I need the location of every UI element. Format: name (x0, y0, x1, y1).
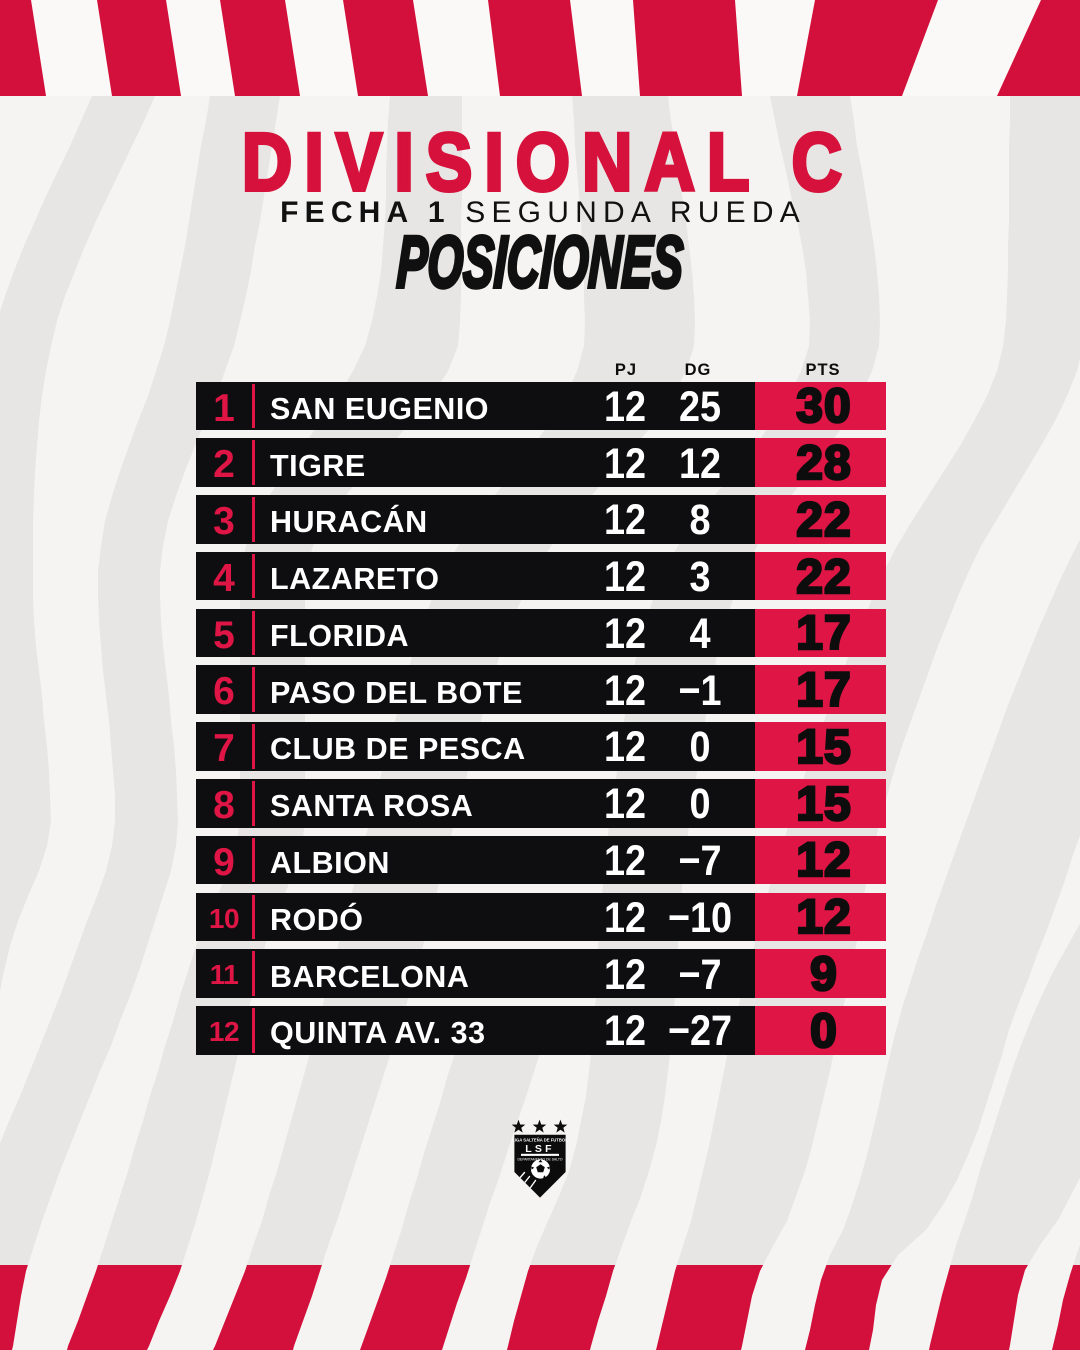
svg-text:LSF: LSF (525, 1143, 554, 1155)
svg-text:LIGA SALTEÑA DE FUTBOL: LIGA SALTEÑA DE FUTBOL (512, 1138, 568, 1143)
svg-text:DEPARTAMENTO DE SALTO: DEPARTAMENTO DE SALTO (517, 1157, 562, 1161)
